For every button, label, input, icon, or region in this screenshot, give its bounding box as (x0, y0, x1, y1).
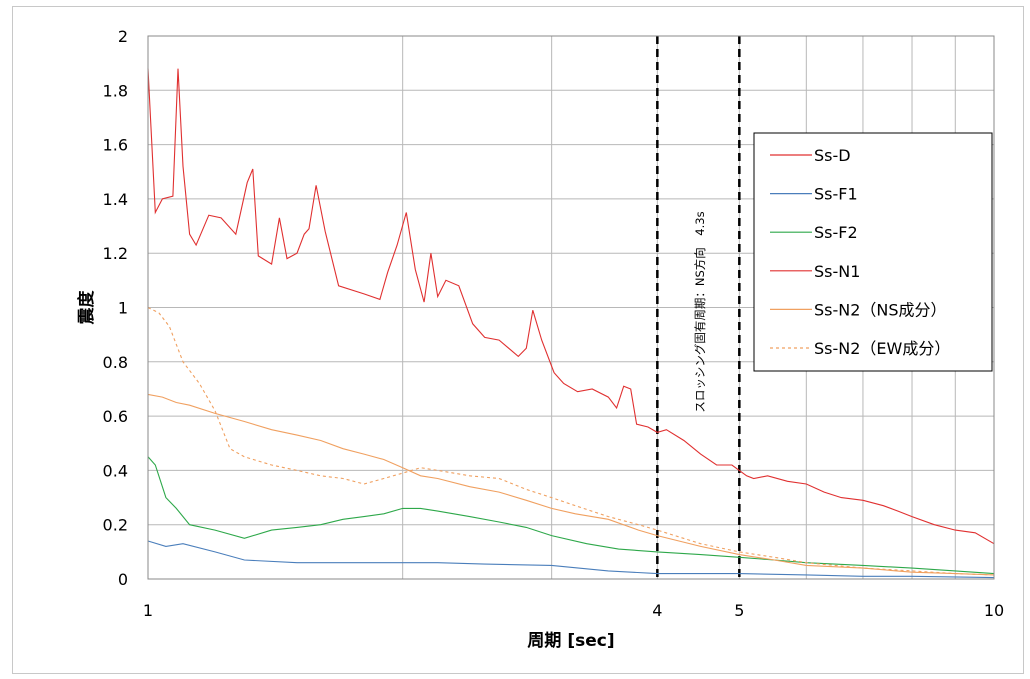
legend: Ss-D Ss-F1 Ss-F2 Ss-N1 Ss-N2（NS成分） Ss-N2（EW成分… (753, 132, 993, 372)
series-group (147, 68, 995, 579)
y-tick-label: 2 (118, 27, 128, 46)
x-tick-label: 1 (143, 601, 153, 620)
series-line-1 (147, 540, 995, 579)
x-axis-title: 周期 [sec] (527, 631, 614, 651)
y-tick-label: 1.2 (103, 244, 128, 263)
series-line-5 (147, 307, 995, 576)
sloshing-period-annotation: スロッシング固有周期：NS方向 4.3s (693, 211, 707, 412)
plot-border (147, 35, 995, 580)
x-tick-label: 5 (734, 601, 744, 620)
y-tick-label: 0.2 (103, 516, 128, 535)
y-tick-label: 1.4 (103, 190, 128, 209)
legend-box (753, 132, 993, 372)
legend-label: Ss-D (814, 146, 851, 165)
y-tick-label: 0.6 (103, 407, 128, 426)
y-tick-label: 0.8 (103, 353, 128, 372)
y-tick-label: 1.8 (103, 81, 128, 100)
y-tick-label: 1 (118, 299, 128, 318)
legend-label: Ss-N1 (814, 262, 860, 281)
legend-label: Ss-F1 (814, 185, 858, 204)
y-tick-label: 0.4 (103, 461, 128, 480)
series-line-0 (147, 68, 995, 545)
x-tick-labels: 1 4 5 10 (143, 601, 1004, 620)
y-axis-title: 震度 (76, 290, 97, 326)
y-tick-labels: 0 0.2 0.4 0.6 0.8 1 1.2 1.4 1.6 1.8 2 (103, 27, 128, 589)
legend-label: Ss-F2 (814, 223, 858, 242)
legend-label: Ss-N2（NS成分） (814, 300, 947, 319)
series-line-2 (147, 456, 995, 575)
series-line-4 (147, 393, 995, 576)
legend-label: Ss-N2（EW成分） (814, 339, 950, 358)
y-tick-label: 1.6 (103, 136, 128, 155)
x-tick-label: 4 (652, 601, 662, 620)
x-tick-label: 10 (984, 601, 1004, 620)
y-tick-label: 0 (118, 570, 128, 589)
